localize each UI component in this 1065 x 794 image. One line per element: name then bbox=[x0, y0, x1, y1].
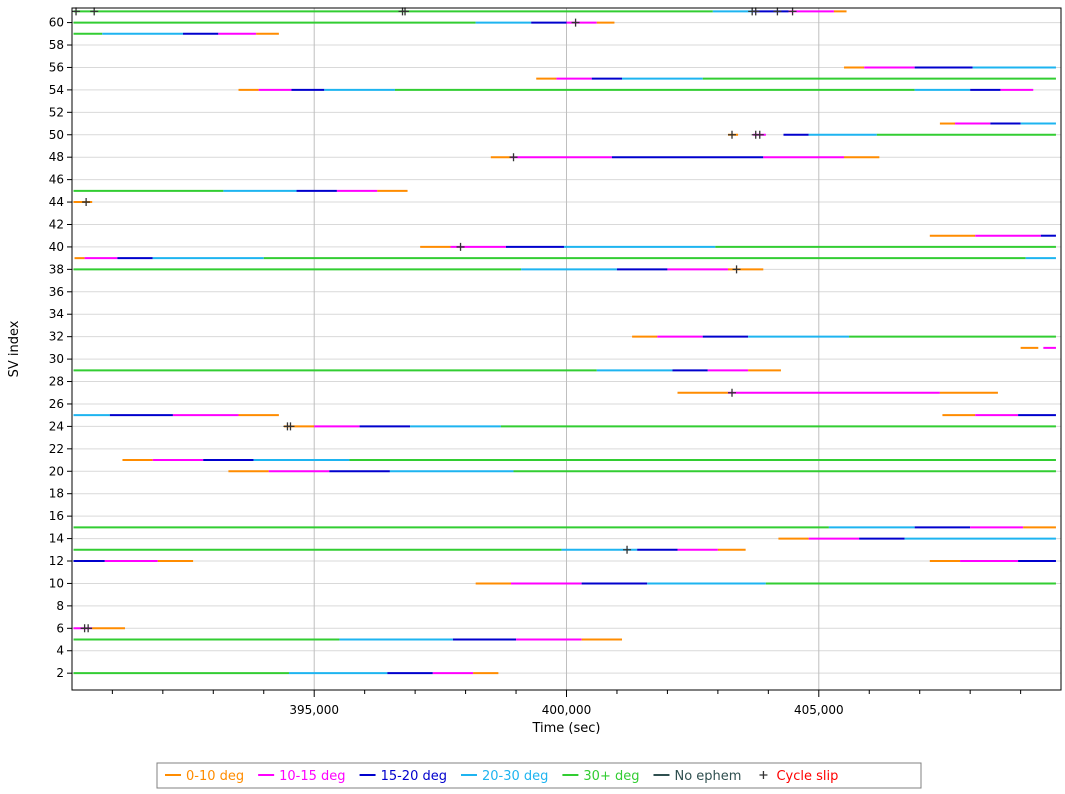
cycle-slip-layer bbox=[72, 7, 797, 633]
y-tick-label: 38 bbox=[49, 262, 64, 276]
legend-label: 30+ deg bbox=[583, 769, 639, 784]
y-tick-label: 58 bbox=[49, 38, 64, 52]
legend-swatch bbox=[759, 771, 768, 779]
y-tick-label: 52 bbox=[49, 105, 64, 119]
cycle-slip-marker bbox=[456, 242, 465, 251]
legend-item-30+: 30+ deg bbox=[562, 769, 639, 784]
y-tick-label: 20 bbox=[49, 464, 64, 478]
series-layer bbox=[73, 10, 1056, 675]
cycle-slip-marker bbox=[571, 18, 580, 27]
legend: 0-10 deg 10-15 deg 15-20 deg 20-30 deg 30+ d… bbox=[156, 762, 922, 789]
legend-label: No ephem bbox=[674, 769, 741, 784]
y-tick-label: 8 bbox=[56, 599, 64, 613]
y-tick-label: 42 bbox=[49, 217, 64, 231]
x-axis: 395,000 400,000 405,000 bbox=[111, 690, 1022, 717]
cycle-slip-marker bbox=[82, 198, 91, 207]
y-tick-label: 56 bbox=[49, 60, 64, 74]
y-tick-label: 26 bbox=[49, 397, 64, 411]
x-tick-label: 395,000 bbox=[289, 703, 339, 717]
x-tick-label: 400,000 bbox=[542, 703, 592, 717]
y-tick-label: 18 bbox=[49, 487, 64, 501]
y-tick-label: 2 bbox=[56, 666, 64, 680]
y-tick-label: 6 bbox=[56, 621, 64, 635]
y-tick-label: 32 bbox=[49, 330, 64, 344]
cycle-slip-marker bbox=[732, 265, 741, 274]
cycle-slip-marker bbox=[755, 130, 764, 139]
y-axis: 2468101214161820222426283032343638404244… bbox=[49, 16, 72, 680]
cycle-slip-marker bbox=[401, 7, 410, 16]
y-tick-label: 34 bbox=[49, 307, 64, 321]
cycle-slip-marker bbox=[623, 545, 632, 554]
cycle-slip-marker bbox=[773, 7, 782, 16]
y-tick-label: 46 bbox=[49, 173, 64, 187]
legend-item-15-20: 15-20 deg bbox=[359, 769, 447, 784]
legend-item-noeph: No ephem bbox=[653, 769, 741, 784]
y-tick-label: 36 bbox=[49, 285, 64, 299]
y-tick-label: 30 bbox=[49, 352, 64, 366]
cycle-slip-marker bbox=[286, 422, 295, 431]
y-tick-label: 60 bbox=[49, 16, 64, 30]
legend-box bbox=[156, 762, 922, 789]
cycle-slip-marker bbox=[728, 388, 737, 397]
y-tick-label: 16 bbox=[49, 509, 64, 523]
legend-label: Cycle slip bbox=[776, 769, 838, 784]
x-axis-title: Time (sec) bbox=[531, 721, 600, 736]
y-tick-label: 10 bbox=[49, 576, 64, 590]
y-tick-label: 24 bbox=[49, 419, 64, 433]
y-tick-label: 4 bbox=[56, 644, 64, 658]
legend-label: 15-20 deg bbox=[381, 769, 447, 784]
cycle-slip-marker bbox=[509, 153, 518, 162]
x-tick-label: 405,000 bbox=[794, 703, 844, 717]
y-axis-title: SV index bbox=[7, 320, 22, 377]
legend-item-20-30: 20-30 deg bbox=[460, 769, 548, 784]
y-tick-label: 22 bbox=[49, 442, 64, 456]
y-tick-label: 50 bbox=[49, 128, 64, 142]
legend-item-10-15: 10-15 deg bbox=[258, 769, 346, 784]
cycle-slip-marker bbox=[90, 7, 99, 16]
legend-label: 20-30 deg bbox=[482, 769, 548, 784]
legend-item-slip: Cycle slip bbox=[759, 769, 838, 784]
y-tick-label: 40 bbox=[49, 240, 64, 254]
legend-label: 0-10 deg bbox=[186, 769, 244, 784]
legend-label: 10-15 deg bbox=[279, 769, 345, 784]
cycle-slip-marker bbox=[728, 130, 737, 139]
cycle-slip-marker bbox=[751, 7, 760, 16]
legend-item-0-10: 0-10 deg bbox=[165, 769, 244, 784]
y-tick-label: 44 bbox=[49, 195, 64, 209]
cycle-slip-marker bbox=[72, 7, 81, 16]
y-tick-label: 14 bbox=[49, 532, 64, 546]
grid-lines bbox=[72, 8, 1061, 690]
cycle-slip-marker bbox=[84, 624, 93, 633]
y-tick-label: 12 bbox=[49, 554, 64, 568]
y-tick-label: 54 bbox=[49, 83, 64, 97]
y-tick-label: 48 bbox=[49, 150, 64, 164]
cycle-slip-marker bbox=[788, 7, 797, 16]
y-tick-label: 28 bbox=[49, 375, 64, 389]
